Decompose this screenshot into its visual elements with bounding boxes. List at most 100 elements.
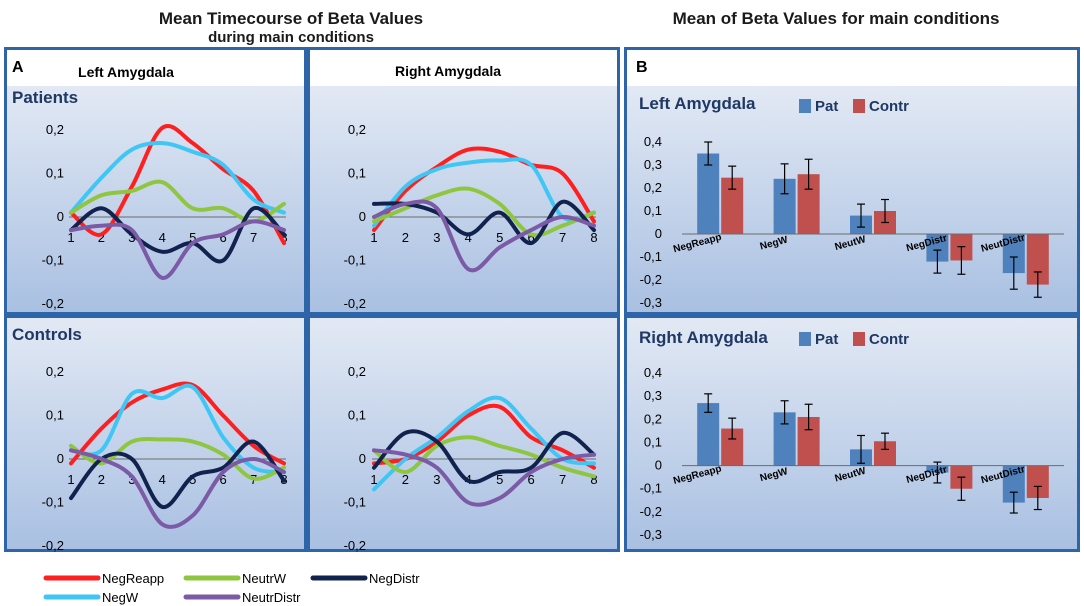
x-tick-label: 8: [590, 472, 597, 487]
x-tick-label: 6: [220, 230, 227, 245]
series-line-negdistr: [69, 206, 286, 264]
y-tick-label: -0,3: [640, 527, 662, 542]
series-line-neutrw: [372, 435, 596, 479]
y-tick-label: -0,2: [640, 272, 662, 287]
legend-label-pat: Pat: [815, 331, 838, 348]
legend-label-contr: Contr: [869, 98, 909, 115]
x-tick-label: 2: [402, 472, 409, 487]
y-tick-label: 0: [655, 226, 662, 241]
bar-contr-negw: [797, 416, 820, 466]
left-figure-title: Mean Timecourse of Beta Values: [159, 9, 423, 28]
x-tick-label: 8: [280, 230, 287, 245]
x-tick-label: 2: [98, 472, 105, 487]
y-tick-label: 0,2: [644, 180, 662, 195]
series-line-negdistr: [69, 439, 286, 509]
x-tick-label: 4: [465, 230, 472, 245]
bar-pat-negw: [773, 178, 796, 234]
bar-pat-negdistr: [926, 234, 949, 262]
x-tick-label: 3: [128, 472, 135, 487]
group-label-patients: Patients: [12, 88, 78, 107]
series-line-negdistr: [372, 429, 596, 484]
series-line-neutrw: [372, 186, 596, 238]
x-tick-label: 6: [528, 472, 535, 487]
x-tick-label: 7: [250, 230, 257, 245]
y-tick-label: 0: [655, 458, 662, 473]
x-tick-label: 1: [370, 472, 377, 487]
x-tick-label: 3: [433, 472, 440, 487]
y-tick-label: 0,2: [348, 122, 366, 137]
x-tick-label: 7: [559, 472, 566, 487]
header-strip-bars: [627, 50, 1077, 86]
panel-label-b: B: [636, 59, 648, 76]
y-tick-label: 0,4: [644, 365, 662, 380]
x-tick-label: 5: [189, 230, 196, 245]
bar-contr-neutw: [874, 441, 896, 466]
legend-label-pat: Pat: [815, 98, 838, 115]
y-tick-label: 0,1: [644, 434, 662, 449]
x-tick-label: 8: [590, 230, 597, 245]
series-line-negw: [69, 383, 286, 475]
panel-bg-bar-right: [627, 318, 1077, 549]
panel-label-a: A: [12, 59, 24, 76]
group-label-controls: Controls: [12, 325, 82, 344]
y-tick-label: -0,1: [640, 249, 662, 264]
column-header-left: Left Amygdala: [78, 64, 174, 80]
legend-swatch-pat: [799, 99, 811, 113]
y-tick-label: -0,2: [640, 504, 662, 519]
y-tick-label: 0,2: [348, 364, 366, 379]
series-line-negw: [69, 141, 286, 215]
bar-pat-neutdistr: [1002, 234, 1025, 274]
x-tick-label: 5: [496, 472, 503, 487]
y-tick-label: -0,2: [344, 296, 366, 311]
header-strip-right: [310, 50, 617, 86]
panel-bg-bar-left: [627, 86, 1077, 312]
panel-bg-left-controls: [7, 318, 304, 549]
y-tick-label: -0,1: [344, 495, 366, 510]
bar-contr-neutdistr: [1026, 465, 1049, 498]
y-tick-label: 0,1: [348, 166, 366, 181]
bar-contr-neutdistr: [1026, 234, 1049, 285]
series-line-neutrw: [69, 437, 286, 481]
y-tick-label: 0,2: [644, 411, 662, 426]
legend-label-contr: Contr: [869, 331, 909, 348]
y-tick-label: -0,2: [42, 296, 64, 311]
series-line-negreapp: [372, 146, 596, 233]
x-tick-label: 5: [496, 230, 503, 245]
y-tick-label: -0,2: [42, 538, 64, 553]
y-tick-label: 0: [57, 451, 64, 466]
legend-label-negdistr: NegDistr: [369, 571, 420, 586]
bar-legend-bottom: Pat Contr: [799, 331, 909, 348]
legend-label-negreapp: NegReapp: [102, 571, 164, 586]
legend-swatch-contr: [853, 332, 865, 346]
x-tick-label: 6: [220, 472, 227, 487]
x-tick-label: 1: [67, 230, 74, 245]
y-tick-label: 0,3: [644, 388, 662, 403]
y-tick-label: -0,1: [42, 495, 64, 510]
x-tick-label: 7: [559, 230, 566, 245]
x-tick-label: 4: [159, 230, 166, 245]
y-tick-label: 0: [359, 209, 366, 224]
line-chart-left-patients: 0,2 0,1 0 -0,1 -0,2 1 2 3 4 5 6 7 8: [42, 122, 288, 311]
bar-legend-top: Pat Contr: [799, 98, 909, 115]
y-tick-label: 0,4: [644, 134, 662, 149]
y-tick-label: -0,1: [42, 253, 64, 268]
x-tick-label: 3: [128, 230, 135, 245]
y-tick-label: 0,2: [46, 122, 64, 137]
legend-label-neutrw: NeutrW: [242, 571, 287, 586]
legend-label-neutrdistr: NeutrDistr: [242, 590, 301, 605]
x-tick-label: 1: [370, 230, 377, 245]
x-tick-label: 2: [402, 230, 409, 245]
y-tick-label: 0,1: [46, 408, 64, 423]
header-strip-left: [7, 50, 304, 86]
bar-panel-title-right: Right Amygdala: [639, 328, 768, 347]
y-tick-label: 0: [57, 209, 64, 224]
line-chart-left-controls: 0,20,10-0,1-0,21 2 3 4 5 6 7 8: [42, 364, 288, 553]
column-header-right: Right Amygdala: [395, 63, 501, 79]
x-tick-label: 1: [67, 472, 74, 487]
bar-contr-negreapp: [721, 177, 744, 234]
x-tick-label: 2: [98, 230, 105, 245]
bar-pat-negw: [773, 412, 796, 466]
line-chart-right-patients: 0,2 0,1 0 -0,1 -0,2 1 2 3 4 5 6 7 8: [344, 122, 598, 311]
